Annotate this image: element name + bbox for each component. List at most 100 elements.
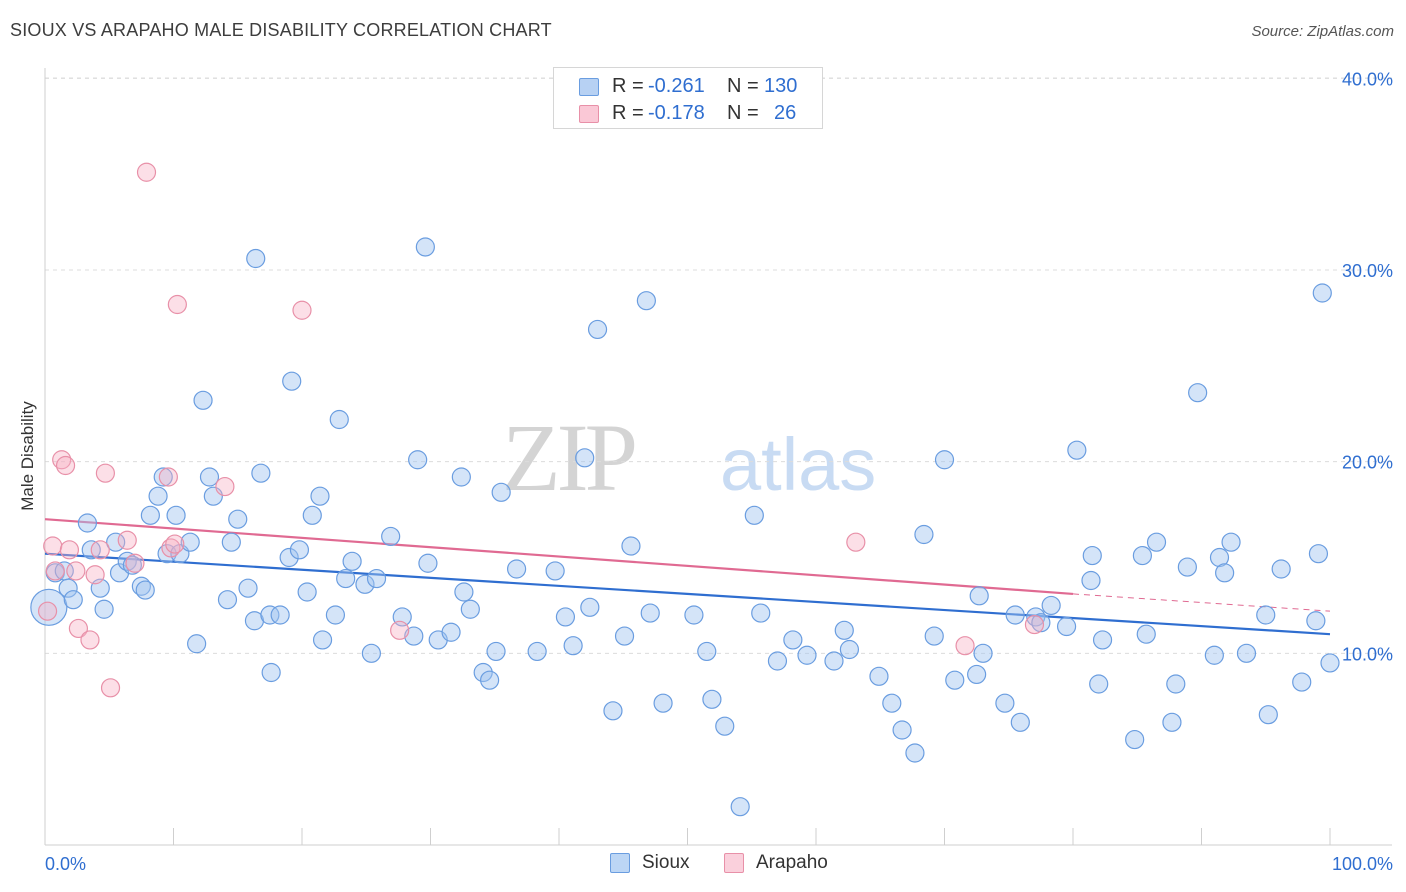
sioux-point (767, 651, 788, 671)
sioux-point (166, 505, 186, 525)
sioux-point (251, 463, 271, 483)
sioux-point (1204, 645, 1224, 665)
sioux-point (131, 576, 151, 596)
sioux-point (187, 634, 207, 654)
arapaho-point (117, 530, 137, 550)
arapaho-point (390, 620, 410, 640)
sioux-point (1162, 712, 1182, 732)
sioux-point (342, 551, 362, 571)
sioux-point (77, 513, 98, 533)
sioux-point (1136, 624, 1156, 644)
sioux-point (117, 551, 137, 571)
sioux-point (914, 524, 934, 545)
sioux-point (148, 486, 168, 506)
sioux-point (329, 409, 349, 430)
y-tick-label: 20.0% (1342, 453, 1393, 473)
arapaho-point (45, 561, 65, 581)
sioux-point (486, 641, 506, 662)
sioux-point (325, 605, 346, 625)
sioux-point (995, 693, 1015, 713)
sioux-point (491, 482, 511, 502)
sioux-point (302, 505, 322, 525)
legend-r-value: -0.178 (648, 102, 705, 124)
sioux-point (199, 467, 220, 487)
sioux-point (555, 607, 576, 627)
y-tick-label: 30.0% (1342, 261, 1393, 281)
arapaho-point (37, 601, 58, 621)
sioux-point (1221, 532, 1241, 552)
sioux-point (563, 636, 583, 656)
sioux-trend-line (44, 552, 1331, 636)
sioux-point (824, 651, 844, 671)
sioux-point (94, 599, 114, 619)
arapaho-point (125, 553, 145, 573)
bottom-legend-label-sioux: Sioux (642, 852, 690, 873)
sioux-point (193, 390, 213, 410)
sioux-point (228, 509, 248, 529)
x-tick-label: 0.0% (45, 854, 86, 874)
arapaho-trend-line (44, 518, 1074, 596)
sioux-point (839, 639, 860, 660)
sioux-point (684, 605, 704, 625)
legend-row-sioux: R = -0.261 N = 130 (554, 74, 822, 100)
x-ticks (173, 828, 1331, 845)
sioux-point (905, 743, 925, 763)
sioux-point (270, 605, 290, 625)
arapaho-point (292, 300, 312, 320)
arapaho-point (59, 540, 80, 560)
sioux-point (1258, 705, 1278, 725)
correlation-legend: R = -0.261 N = 130 R = -0.178 N = 26 (553, 67, 823, 129)
sioux-point (355, 574, 375, 594)
legend-swatch-arapaho (579, 105, 599, 123)
arapaho-point (43, 536, 63, 556)
sioux-point (580, 597, 600, 617)
sioux-point (1320, 653, 1340, 673)
bottom-legend-swatch-arapaho (724, 853, 744, 873)
sioux-point (460, 599, 480, 619)
sioux-point (1081, 570, 1101, 591)
legend-n-value: 130 (764, 75, 798, 97)
sioux-point (506, 559, 527, 579)
bottom-legend-label-arapaho: Arapaho (756, 852, 828, 873)
sioux-point (289, 540, 310, 560)
sioux-point (404, 626, 424, 646)
sioux-point (1125, 729, 1145, 750)
sioux-point (1041, 595, 1061, 616)
y-tick-label: 10.0% (1342, 644, 1393, 664)
legend-swatch-sioux (579, 78, 599, 96)
sioux-point (261, 662, 281, 683)
legend-row-arapaho: R = -0.178 N = 26 (554, 101, 822, 127)
sioux-point (282, 371, 302, 391)
arapaho-point (846, 532, 866, 552)
arapaho-point (95, 463, 115, 483)
sioux-point (408, 450, 428, 470)
arapaho-point (158, 467, 178, 487)
sioux-point (58, 578, 78, 598)
sioux-point (1146, 532, 1167, 552)
arapaho-point (167, 294, 187, 315)
sioux-point (969, 586, 989, 606)
sioux-point (217, 590, 238, 610)
sioux-point (1215, 563, 1235, 583)
sioux-point (697, 641, 717, 662)
sioux-point (783, 630, 803, 650)
sioux-point (63, 590, 83, 610)
sioux-point (527, 641, 547, 662)
trend-lines (44, 518, 1331, 636)
sioux-point (636, 291, 656, 311)
sioux-point (221, 532, 241, 552)
arapaho-point (165, 534, 185, 554)
sioux-point (1132, 545, 1152, 566)
sioux-point (751, 603, 771, 623)
sioux-point (135, 580, 155, 600)
sioux-point (924, 626, 944, 646)
legend-n-label: N = (727, 75, 759, 97)
arapaho-point (55, 455, 76, 476)
sioux-point (603, 701, 623, 721)
sioux-point (279, 547, 299, 568)
sioux-point (180, 532, 200, 552)
sioux-point (882, 693, 902, 713)
sioux-point (1177, 557, 1197, 577)
arapaho-point (90, 540, 110, 560)
arapaho-point (80, 630, 100, 650)
